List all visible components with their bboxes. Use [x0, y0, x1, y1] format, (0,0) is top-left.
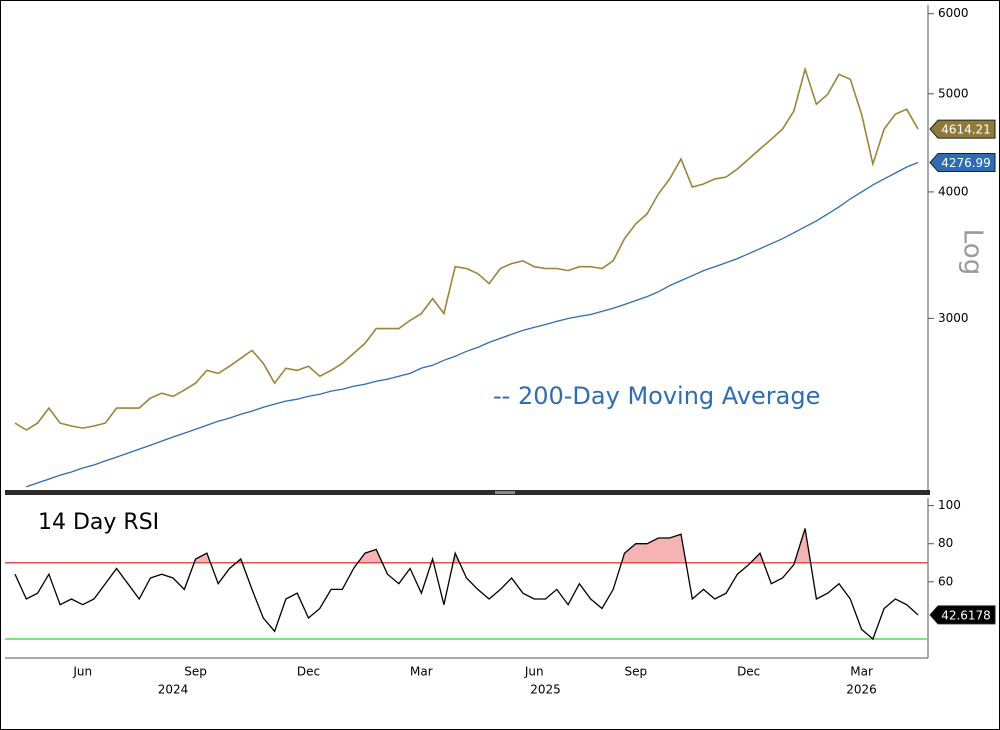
x-tick-label: Jun	[72, 665, 92, 679]
x-group-label: 2026	[846, 683, 877, 697]
x-group-label: 2025	[530, 683, 561, 697]
rsi-tag	[929, 605, 996, 625]
rsi-title: 14 Day RSI	[38, 510, 159, 535]
x-tick-label: Mar	[850, 665, 873, 679]
overbought-fill	[194, 528, 811, 563]
price-tag	[929, 119, 996, 139]
x-tick-label: Sep	[184, 665, 207, 679]
x-tick-label: Jun	[524, 665, 544, 679]
annotation: -- 200-Day Moving Average	[493, 382, 820, 410]
y-tick-label: 80	[938, 536, 953, 550]
ma-tag-label: 4276.99	[941, 156, 991, 170]
x-tick-label: Mar	[410, 665, 433, 679]
series-line	[14, 528, 919, 641]
y-tick-label: 6000	[938, 6, 969, 20]
separator-handle	[495, 491, 515, 494]
series-line	[26, 161, 919, 488]
y-tick-label: 3000	[938, 311, 969, 325]
scale-label: Log	[958, 229, 988, 275]
rsi-tag-label: 42.6178	[941, 608, 991, 622]
series-line	[14, 66, 919, 431]
x-group-label: 2024	[158, 683, 189, 697]
y-tick-label: 60	[938, 574, 953, 588]
y-tick-label: 4000	[938, 184, 969, 198]
panel-separator	[5, 490, 930, 495]
y-tick-label: 5000	[938, 86, 969, 100]
ma-tag	[929, 152, 996, 172]
x-tick-label: Dec	[737, 665, 760, 679]
x-tick-label: Sep	[625, 665, 648, 679]
price-tag-label: 4614.21	[941, 123, 991, 137]
y-tick-label: 100	[938, 498, 961, 512]
x-tick-label: Dec	[297, 665, 320, 679]
